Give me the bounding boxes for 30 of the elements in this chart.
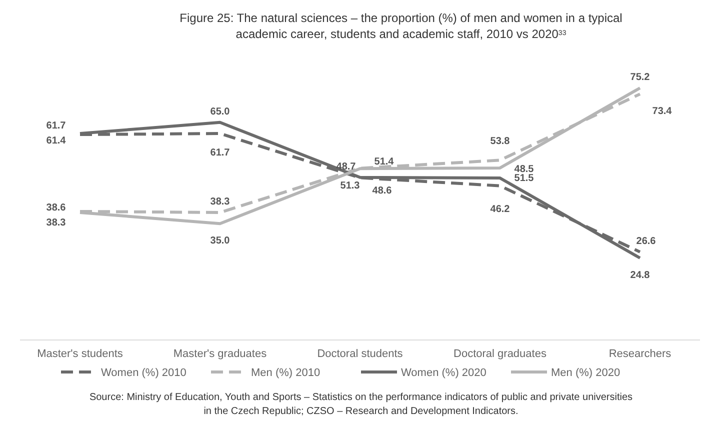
data-label: 51.5 [514,172,534,184]
data-label: 75.2 [630,72,650,83]
data-label: 38.3 [46,217,66,228]
source-note: Source: Ministry of Education, Youth and Sports – Statistics on the performance indicators of public and private universities in the Czech Republic; CZSO – Research and Development Indicators. [89,392,633,417]
x-tick-label: Master's graduates [173,348,268,360]
chart-title: Figure 25: The natural sciences – the proportion (%) of men and women in a typical academic career, students and academic staff, 2010 vs 2020$^{33}$ [180,11,622,41]
data-label: 65.0 [210,106,230,118]
data-label: 38.6 [46,202,66,214]
x-tick-label: Doctoral graduates [454,348,547,360]
x-tick-label: Doctoral students [317,348,404,360]
data-label: 46.2 [490,204,510,215]
data-label: 53.8 [490,136,510,148]
data-label: 48.5 [514,164,534,176]
x-tick-label: Master's students [37,348,124,360]
legend-label: Women (%) 2020 [401,367,486,379]
data-label: 48.6 [372,186,392,197]
data-label: 38.3 [210,196,230,208]
data-label: 61.7 [46,120,66,132]
x-tick-label: Researchers [608,348,672,360]
data-label: 61.4 [46,136,66,147]
legend-label: Men (%) 2010 [251,367,320,379]
data-label: 51.4 [374,156,394,168]
data-label: 24.8 [630,270,650,281]
legend-label: Women (%) 2010 [101,367,186,379]
data-label: 73.4 [652,106,672,118]
data-label: 61.7 [210,148,230,159]
data-label: 35.0 [210,236,230,247]
data-label: 51.3 [340,180,360,192]
data-label: 26.6 [636,236,656,247]
legend-label: Men (%) 2020 [551,367,620,379]
